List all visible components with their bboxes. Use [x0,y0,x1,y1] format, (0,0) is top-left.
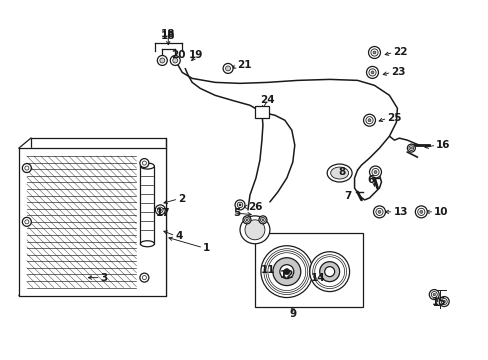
Circle shape [368,46,380,58]
Circle shape [142,161,146,165]
Circle shape [172,58,178,63]
Ellipse shape [330,167,348,179]
Circle shape [366,67,378,78]
Circle shape [160,58,164,63]
Text: 16: 16 [435,140,450,150]
Ellipse shape [140,163,154,169]
Circle shape [370,49,377,56]
Text: 10: 10 [433,207,448,217]
Circle shape [409,147,411,149]
Circle shape [438,297,448,306]
Circle shape [244,217,249,222]
Text: 11: 11 [260,265,275,275]
Circle shape [417,208,424,216]
Text: 19: 19 [189,50,203,60]
Circle shape [159,209,161,211]
Text: 7: 7 [344,191,351,201]
Circle shape [279,265,293,279]
Bar [254,106,268,118]
Ellipse shape [326,164,351,182]
Circle shape [239,204,241,206]
Text: 2: 2 [178,194,185,204]
Circle shape [432,293,435,296]
Text: 12: 12 [279,270,293,280]
Text: 25: 25 [386,113,401,123]
Circle shape [419,210,422,213]
Circle shape [235,200,244,210]
Circle shape [22,163,31,172]
Circle shape [262,219,264,221]
Circle shape [157,55,167,66]
Text: 14: 14 [310,273,325,283]
Text: 8: 8 [338,167,345,177]
Text: 17: 17 [156,208,170,218]
Text: 22: 22 [393,48,407,58]
Circle shape [430,292,436,298]
Ellipse shape [244,220,264,240]
Circle shape [367,119,370,122]
Circle shape [440,298,447,305]
Text: 21: 21 [237,60,251,71]
Circle shape [140,273,148,282]
Circle shape [363,114,375,126]
Circle shape [170,55,180,66]
Bar [140,166,154,244]
Text: 26: 26 [247,202,262,212]
Circle shape [368,69,375,76]
Circle shape [245,219,247,221]
Circle shape [237,202,242,208]
Text: 9: 9 [289,310,296,319]
Text: 20: 20 [171,50,185,60]
Circle shape [155,205,165,215]
Circle shape [25,166,29,170]
Polygon shape [19,148,166,296]
Circle shape [372,51,375,54]
Text: 13: 13 [393,207,407,217]
Circle shape [373,206,385,218]
Text: 18: 18 [161,28,175,39]
Circle shape [365,117,372,124]
Circle shape [373,171,376,174]
Circle shape [408,146,413,150]
Text: 6: 6 [366,175,374,185]
Text: 23: 23 [390,67,405,77]
Circle shape [140,159,148,167]
Text: 18: 18 [161,31,175,41]
Circle shape [319,262,339,282]
Circle shape [414,206,427,218]
Text: 5: 5 [233,208,240,218]
Circle shape [370,71,373,74]
Circle shape [223,63,233,73]
Circle shape [442,300,445,303]
Bar [254,233,362,306]
Circle shape [324,267,334,276]
Circle shape [25,220,29,224]
Circle shape [283,269,289,275]
Circle shape [260,217,265,222]
Circle shape [309,252,349,292]
Circle shape [272,258,300,285]
Circle shape [22,217,31,226]
Circle shape [259,216,266,224]
Circle shape [243,216,250,224]
Circle shape [261,246,312,298]
Text: 15: 15 [431,297,446,306]
Text: 24: 24 [260,95,275,105]
Circle shape [142,276,146,280]
Ellipse shape [240,216,269,244]
Circle shape [371,168,378,176]
Text: 3: 3 [101,273,107,283]
Circle shape [369,166,381,178]
Text: 1: 1 [203,243,210,253]
Circle shape [407,144,414,152]
Circle shape [375,208,382,216]
Ellipse shape [140,241,154,247]
Circle shape [428,289,438,300]
Circle shape [377,210,380,213]
Text: 4: 4 [175,231,183,241]
Circle shape [157,207,163,213]
Circle shape [225,66,230,71]
